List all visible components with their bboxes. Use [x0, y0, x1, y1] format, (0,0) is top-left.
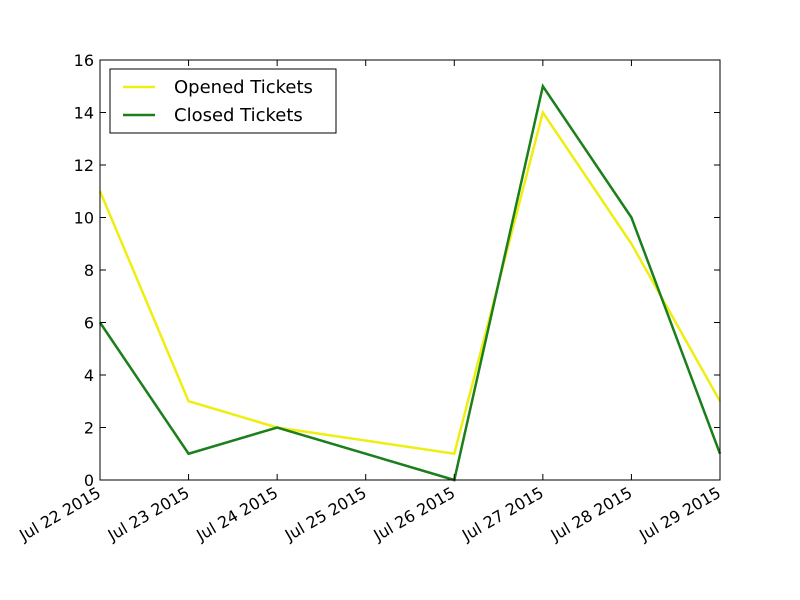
x-tick-label: Jul 25 2015	[281, 483, 370, 545]
y-tick-label: 8	[84, 261, 94, 280]
legend-label-1: Opened Tickets	[174, 77, 313, 98]
x-tick-label: Jul 24 2015	[192, 483, 281, 545]
y-tick-label: 4	[84, 366, 94, 385]
legend-box	[109, 68, 337, 134]
legend-label-2: Closed Tickets	[174, 105, 303, 126]
y-tick-label: 12	[74, 156, 94, 175]
x-tick-label: Jul 29 2015	[635, 483, 724, 545]
y-tick-label: 10	[74, 209, 94, 228]
y-tick-label: 6	[84, 314, 94, 333]
y-axis: 0 2 4 6 8 10 12 14 16	[74, 51, 720, 490]
series-line-1	[98, 109, 722, 456]
series-layer	[98, 83, 722, 482]
x-tick-label: Jul 22 2015	[15, 483, 104, 545]
legend: Opened Tickets Closed Tickets	[109, 68, 337, 134]
y-tick-label: 2	[84, 419, 94, 438]
y-tick-label: 16	[74, 51, 94, 70]
x-tick-label: Jul 26 2015	[369, 483, 458, 545]
y-tick-label: 0	[84, 471, 94, 490]
y-tick-label: 14	[74, 104, 94, 123]
x-tick-label: Jul 28 2015	[547, 483, 636, 545]
x-tick-label: Jul 27 2015	[458, 483, 547, 545]
series-line-2	[98, 83, 722, 482]
x-tick-label: Jul 23 2015	[104, 483, 193, 545]
